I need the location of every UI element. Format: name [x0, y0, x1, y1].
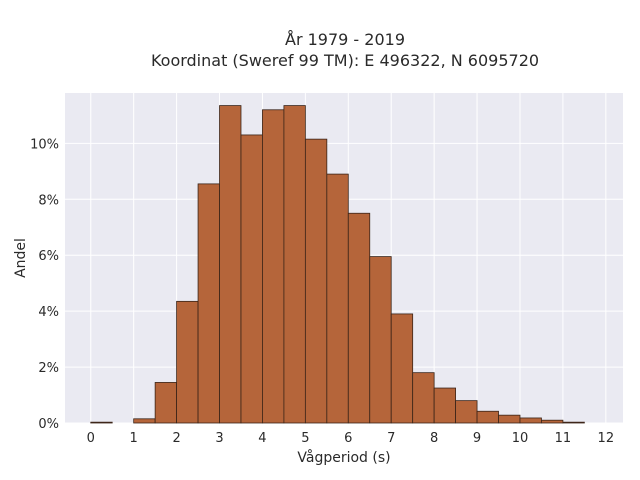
histogram-bar [455, 400, 478, 424]
y-tick-label: 10% [30, 137, 59, 152]
histogram-bar [476, 410, 499, 424]
histogram-bar [219, 105, 242, 424]
x-tick-label: 6 [344, 431, 352, 446]
histogram-bar [412, 372, 435, 424]
x-tick-label: 2 [172, 431, 180, 446]
x-tick-label: 1 [130, 431, 138, 446]
x-tick-label: 10 [512, 431, 529, 446]
histogram-bar [519, 417, 542, 424]
y-tick-label: 4% [38, 305, 59, 320]
histogram-bar [197, 183, 220, 424]
histogram-bar [262, 109, 285, 424]
histogram-bar [369, 256, 392, 424]
histogram-bar [347, 212, 371, 424]
y-tick-label: 0% [38, 417, 59, 432]
histogram-bar [90, 421, 113, 424]
histogram-bar [133, 418, 156, 424]
histogram-bar [176, 300, 199, 424]
chart-subtitle: Koordinat (Sweref 99 TM): E 496322, N 60… [151, 51, 539, 70]
histogram-bar [562, 421, 585, 424]
x-tick-label: 5 [301, 431, 309, 446]
histogram-bar [326, 173, 349, 424]
x-tick-label: 9 [473, 431, 481, 446]
histogram-bar [390, 313, 414, 424]
chart-title: År 1979 - 2019 [285, 30, 405, 49]
y-axis-label: Andel [13, 238, 29, 278]
histogram-bar [240, 134, 263, 424]
x-tick-label: 11 [555, 431, 572, 446]
y-tick-label: 6% [38, 249, 59, 264]
histogram-bar [283, 105, 306, 424]
x-axis-label: Vågperiod (s) [297, 449, 390, 466]
histogram-bar [541, 419, 564, 424]
x-axis-ticks: 0 1 2 3 4 5 6 7 8 9 10 11 12 [87, 431, 614, 446]
x-tick-label: 3 [215, 431, 223, 446]
x-tick-label: 4 [258, 431, 266, 446]
y-tick-label: 2% [38, 361, 59, 376]
x-tick-label: 8 [430, 431, 438, 446]
histogram-bar [433, 387, 456, 424]
y-axis-ticks: 0% 2% 4% 6% 8% 10% [30, 137, 59, 432]
histogram-bar [154, 382, 177, 424]
x-tick-label: 12 [598, 431, 615, 446]
histogram-bar [304, 138, 328, 424]
histogram-bars [90, 105, 585, 424]
x-tick-label: 7 [387, 431, 395, 446]
x-tick-label: 0 [87, 431, 95, 446]
y-tick-label: 8% [38, 193, 59, 208]
histogram-bar [498, 414, 521, 424]
